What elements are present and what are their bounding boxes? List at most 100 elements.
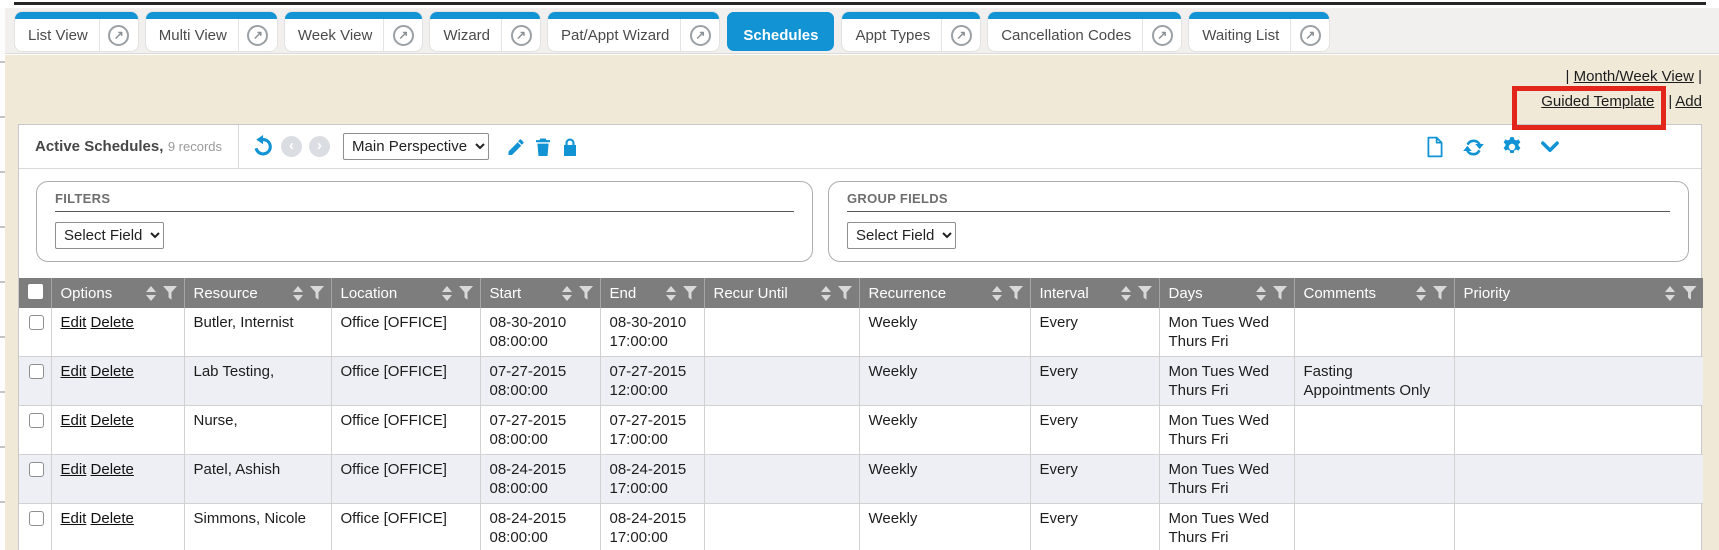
filter-funnel-icon[interactable] (1137, 285, 1153, 300)
sort-icon[interactable] (991, 285, 1002, 301)
tab-wizard[interactable]: Wizard ↗ (430, 12, 541, 51)
table-row: Edit Delete Patel, Ashish Office [OFFICE… (19, 454, 1703, 504)
sort-icon[interactable] (292, 285, 303, 301)
delete-link[interactable]: Delete (90, 510, 134, 527)
settings-gear-icon[interactable] (1501, 136, 1523, 158)
edit-link[interactable]: Edit (60, 363, 87, 380)
filters-select-field[interactable]: Select Field (55, 222, 164, 249)
undo-icon[interactable] (251, 135, 274, 158)
end-time: 17:00:00 (609, 431, 668, 448)
select-all-checkbox[interactable] (28, 283, 43, 299)
interval-cell: Every (1030, 503, 1160, 550)
end-time: 17:00:00 (609, 480, 668, 497)
col-label: Start (489, 284, 522, 302)
row-checkbox[interactable] (28, 462, 44, 477)
refresh-icon[interactable] (1462, 136, 1485, 159)
tab-separator (941, 19, 943, 51)
edit-link[interactable]: Edit (60, 314, 87, 331)
nav-back-icon[interactable]: ‹ (281, 136, 303, 157)
guided-template-link[interactable]: Guided Template (1541, 93, 1655, 110)
row-checkbox[interactable] (28, 413, 44, 428)
tab-waiting-list[interactable]: Waiting List ↗ (1189, 12, 1330, 51)
tab-week-view[interactable]: Week View ↗ (284, 12, 423, 51)
collapse-chevron-icon[interactable] (1539, 136, 1561, 158)
sort-icon[interactable] (441, 285, 452, 301)
row-checkbox[interactable] (28, 364, 44, 379)
delete-link[interactable]: Delete (90, 461, 134, 478)
sort-icon[interactable] (561, 285, 572, 301)
lock-icon[interactable] (560, 137, 580, 157)
end-cell: 07-27-2015 12:00:00 (600, 356, 705, 406)
recurrence-cell: Weekly (859, 454, 1031, 504)
perspective-select[interactable]: Main Perspective (343, 133, 490, 160)
new-document-icon[interactable] (1424, 136, 1446, 158)
start-date: 08-24-2015 (489, 461, 567, 478)
tab-list-view[interactable]: List View ↗ (15, 12, 138, 51)
tab-label: Schedules (743, 26, 819, 44)
sort-icon[interactable] (1665, 285, 1675, 301)
add-link[interactable]: Add (1675, 93, 1702, 110)
open-new-window-icon[interactable]: ↗ (1291, 18, 1329, 46)
open-new-window-icon[interactable]: ↗ (1143, 18, 1181, 46)
tab-label: Week View (297, 26, 373, 44)
nav-forward-icon[interactable]: › (309, 136, 331, 157)
filter-funnel-icon[interactable] (682, 285, 698, 300)
row-checkbox[interactable] (28, 511, 44, 526)
open-new-window-icon[interactable]: ↗ (100, 18, 138, 46)
days-cell: Mon Tues Wed Thurs Fri (1159, 454, 1295, 504)
open-new-window-icon[interactable]: ↗ (681, 18, 719, 46)
filter-funnel-icon[interactable] (837, 285, 853, 300)
edit-pencil-icon[interactable] (506, 137, 526, 157)
open-new-window-icon[interactable]: ↗ (239, 18, 277, 46)
delete-trash-icon[interactable] (533, 137, 553, 157)
month-week-view-link[interactable]: Month/Week View (1573, 68, 1694, 85)
sort-icon[interactable] (1120, 285, 1131, 301)
col-comments: Comments (1294, 278, 1455, 308)
filter-funnel-icon[interactable] (578, 285, 594, 300)
pipe-separator: | (1565, 68, 1570, 85)
row-checkbox[interactable] (28, 315, 44, 330)
col-label: Options (60, 284, 113, 302)
start-time: 08:00:00 (489, 333, 548, 350)
browser-edge-strip (0, 0, 1719, 8)
tab-schedules[interactable]: Schedules (727, 12, 835, 51)
filter-funnel-icon[interactable] (1008, 285, 1024, 300)
tab-separator (383, 19, 385, 51)
edit-link[interactable]: Edit (60, 510, 87, 527)
group-fields-label: GROUP FIELDS (847, 191, 1670, 212)
top-divider-line (14, 2, 1706, 5)
filters-panel: FILTERS Select Field (36, 181, 813, 262)
open-new-window-icon[interactable]: ↗ (942, 18, 980, 46)
sort-icon[interactable] (820, 285, 831, 301)
toolbar-left-icons: ‹ › Main Perspective (239, 133, 580, 160)
tab-cancellation-codes[interactable]: Cancellation Codes ↗ (988, 12, 1182, 51)
filter-funnel-icon[interactable] (162, 285, 178, 300)
edit-link[interactable]: Edit (60, 461, 87, 478)
open-new-window-icon[interactable]: ↗ (502, 18, 540, 46)
edit-link[interactable]: Edit (60, 412, 87, 429)
sort-icon[interactable] (665, 285, 676, 301)
delete-link[interactable]: Delete (90, 314, 134, 331)
sort-icon[interactable] (145, 285, 156, 301)
filter-funnel-icon[interactable] (309, 285, 325, 300)
sort-icon[interactable] (1415, 285, 1426, 301)
tab-multi-view[interactable]: Multi View ↗ (145, 12, 277, 51)
filter-funnel-icon[interactable] (458, 285, 474, 300)
delete-link[interactable]: Delete (90, 363, 134, 380)
filter-funnel-icon[interactable] (1682, 285, 1697, 300)
delete-link[interactable]: Delete (90, 412, 134, 429)
col-start: Start (480, 278, 601, 308)
start-time: 08:00:00 (489, 529, 548, 546)
open-new-window-icon[interactable]: ↗ (384, 18, 422, 46)
start-time: 08:00:00 (489, 480, 548, 497)
options-cell: Edit Delete (51, 356, 185, 406)
sort-icon[interactable] (1255, 285, 1266, 301)
tab-pat-appt-wizard[interactable]: Pat/Appt Wizard ↗ (548, 12, 720, 51)
group-fields-panel: GROUP FIELDS Select Field (828, 181, 1689, 262)
filter-funnel-icon[interactable] (1272, 285, 1288, 300)
tab-appt-types[interactable]: Appt Types ↗ (842, 12, 981, 51)
tab-label: Multi View (158, 26, 227, 44)
group-fields-select-field[interactable]: Select Field (847, 222, 956, 249)
filter-funnel-icon[interactable] (1432, 285, 1448, 300)
end-cell: 08-30-2010 17:00:00 (600, 308, 705, 357)
